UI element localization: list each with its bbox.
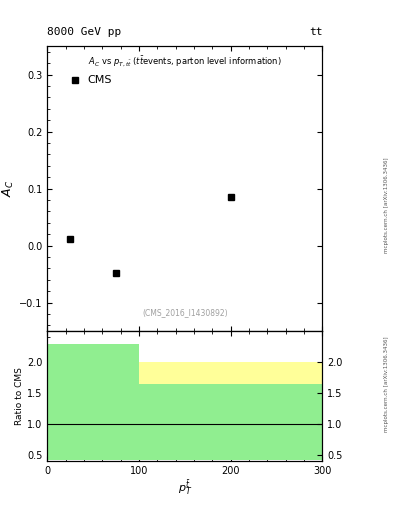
Text: mcplots.cern.ch [arXiv:1306.3436]: mcplots.cern.ch [arXiv:1306.3436] [384,157,389,252]
Y-axis label: $A_C$: $A_C$ [1,180,16,197]
Text: mcplots.cern.ch [arXiv:1306.3436]: mcplots.cern.ch [arXiv:1306.3436] [384,336,389,432]
Text: (CMS_2016_I1430892): (CMS_2016_I1430892) [142,308,228,317]
Y-axis label: Ratio to CMS: Ratio to CMS [15,367,24,425]
Text: CMS: CMS [87,75,112,86]
Text: $A_C$ vs $p_{T,t\bar{t}}$ ($t\bar{t}$events, parton level information): $A_C$ vs $p_{T,t\bar{t}}$ ($t\bar{t}$eve… [88,55,282,69]
Text: 8000 GeV pp: 8000 GeV pp [47,27,121,37]
X-axis label: $p_T^{\bar{t}}$: $p_T^{\bar{t}}$ [178,478,192,497]
Text: tt: tt [309,27,322,37]
